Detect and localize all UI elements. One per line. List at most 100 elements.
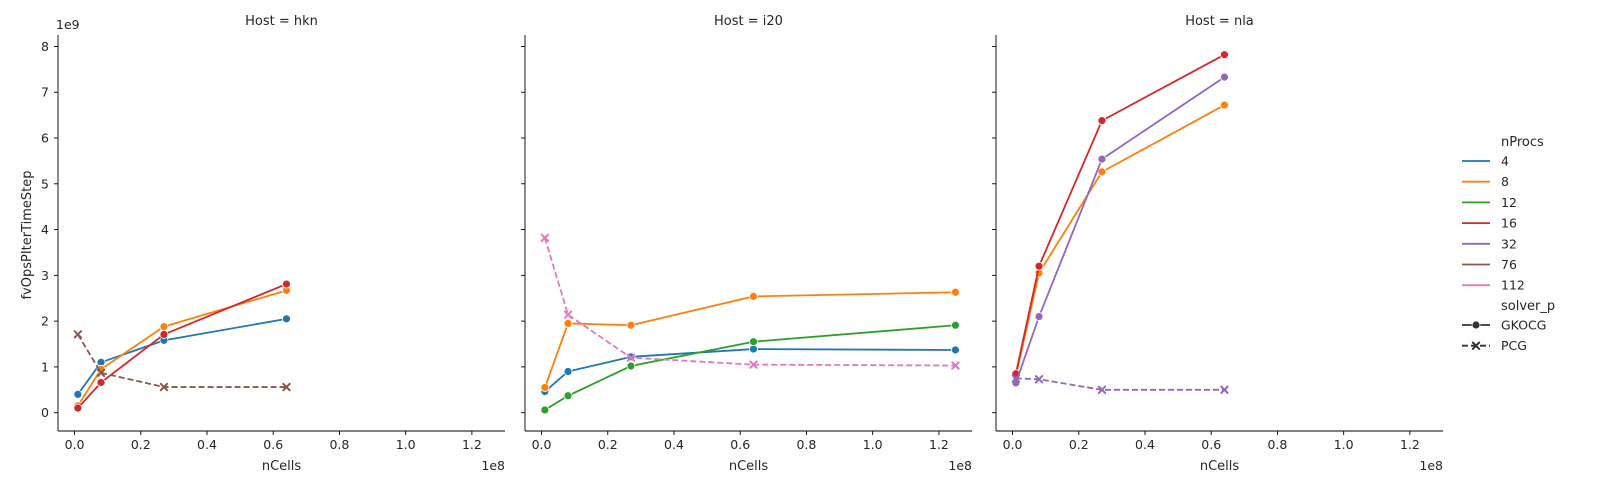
- series-line: [78, 319, 287, 395]
- x-tick-label: 0.8: [796, 437, 816, 452]
- legend: nProcs 4 8 12 16 32 76 112 solver_p GKOCG PCG: [1462, 135, 1555, 353]
- data-point: [749, 292, 757, 300]
- data-point: [160, 330, 168, 338]
- x-tick-label: 0.0: [65, 437, 85, 452]
- data-point: [627, 362, 635, 370]
- x-tick-label: 0.4: [664, 437, 684, 452]
- x-tick-label: 1.0: [863, 437, 883, 452]
- y-tick-label: 2: [41, 314, 49, 329]
- y-tick-label: 7: [41, 85, 49, 100]
- x-tick-label: 1.0: [1334, 437, 1354, 452]
- data-point: [1220, 51, 1228, 59]
- y-tick-label: 3: [41, 268, 49, 283]
- data-point: [564, 367, 572, 375]
- x-tick-label: 0.2: [598, 437, 618, 452]
- x-axis-label: nCells: [1200, 459, 1240, 474]
- panel-nla: Host = nla 0.0 0.2 0.4 0.6 0.8 1.0 1.2 nCells 1e8: [992, 14, 1443, 474]
- x-tick-label: 0.6: [1201, 437, 1221, 452]
- series-nprocs-4-gkocg: [541, 345, 960, 396]
- x-tick-label: 1.2: [462, 437, 482, 452]
- x-tick-label: 0.6: [730, 437, 750, 452]
- data-point: [541, 384, 549, 392]
- x-tick-label: 1.0: [396, 437, 416, 452]
- series-line: [545, 349, 956, 392]
- data-point: [564, 392, 572, 400]
- series-line: [78, 334, 287, 387]
- x-offset-label: 1e8: [948, 458, 972, 473]
- y-tick-label: 4: [41, 222, 49, 237]
- data-point: [564, 319, 572, 327]
- x-tick-label: 0.4: [197, 437, 217, 452]
- x-tick-label: 0.2: [1069, 437, 1089, 452]
- x-tick-label: 0.8: [1267, 437, 1287, 452]
- legend-label-4: 4: [1501, 154, 1509, 169]
- data-point: [1220, 73, 1228, 81]
- data-point: [749, 345, 757, 353]
- data-point: [160, 323, 168, 331]
- x-tick-label: 0.0: [1003, 437, 1023, 452]
- data-point: [627, 321, 635, 329]
- series-line: [1016, 378, 1225, 389]
- panel-hkn: Host = hkn 0 1 2 3 4 5 6 7 8 0.0 0.2 0.4 0.6 0.8 1.0 1.2…: [41, 14, 505, 474]
- panel-title: Host = i20: [714, 14, 783, 29]
- data-point: [1035, 262, 1043, 270]
- legend-label-gkocg: GKOCG: [1501, 318, 1546, 333]
- y-tick-label: 6: [41, 131, 49, 146]
- x-axis-label: nCells: [729, 459, 769, 474]
- x-offset-label: 1e8: [481, 458, 505, 473]
- series-nprocs-32-pcg: [1013, 375, 1228, 393]
- x-tick-label: 1.2: [929, 437, 949, 452]
- x-tick-label: 0.8: [329, 437, 349, 452]
- data-point: [951, 346, 959, 354]
- legend-label-76: 76: [1501, 257, 1517, 272]
- data-point: [74, 390, 82, 398]
- series-line: [1016, 105, 1225, 376]
- y-tick-label: 8: [41, 39, 49, 54]
- x-axis-label: nCells: [262, 459, 302, 474]
- data-point: [282, 315, 290, 323]
- legend-label-8: 8: [1501, 174, 1509, 189]
- series-line: [1016, 55, 1225, 374]
- legend-label-12: 12: [1501, 195, 1517, 210]
- panel-title: Host = hkn: [245, 14, 318, 29]
- data-point: [282, 280, 290, 288]
- legend-label-112: 112: [1501, 278, 1525, 293]
- series-line: [78, 290, 287, 405]
- data-point: [74, 404, 82, 412]
- x-tick-label: 0.4: [1135, 437, 1155, 452]
- data-point: [1098, 117, 1106, 125]
- legend-label-16: 16: [1501, 216, 1517, 231]
- y-axis-label: fvOpsPIterTimeStep: [20, 170, 35, 299]
- data-point: [1220, 101, 1228, 109]
- series-line: [78, 284, 287, 408]
- y-tick-label: 5: [41, 176, 49, 191]
- x-tick-label: 0.6: [263, 437, 283, 452]
- legend-title-nprocs: nProcs: [1501, 135, 1544, 150]
- y-tick-label: 0: [41, 405, 49, 420]
- data-point: [749, 338, 757, 346]
- data-point: [541, 406, 549, 414]
- x-tick-label: 0.0: [532, 437, 552, 452]
- data-point: [951, 321, 959, 329]
- data-point: [951, 288, 959, 296]
- panel-i20: Host = i20 0.0 0.2 0.4 0.6 0.8 1.0 1.2 nCells 1e8: [521, 14, 972, 474]
- x-tick-label: 1.2: [1400, 437, 1420, 452]
- series-nprocs-8-gkocg: [74, 286, 291, 409]
- legend-label-32: 32: [1501, 236, 1517, 251]
- legend-title-solver: solver_p: [1501, 299, 1555, 314]
- data-point: [1098, 155, 1106, 163]
- x-offset-label: 1e8: [1419, 458, 1443, 473]
- series-nprocs-8-gkocg: [1012, 101, 1229, 380]
- data-point: [97, 378, 105, 386]
- y-tick-label: 1: [41, 359, 49, 374]
- panel-title: Host = nla: [1185, 14, 1254, 29]
- series-nprocs-16-gkocg: [74, 280, 291, 412]
- legend-marker-gkocg: [1472, 321, 1480, 329]
- series-nprocs-16-gkocg: [1012, 51, 1229, 378]
- data-point: [1035, 313, 1043, 321]
- x-tick-label: 0.2: [131, 437, 151, 452]
- data-point: [565, 312, 571, 318]
- data-point: [1098, 168, 1106, 176]
- legend-label-pcg: PCG: [1501, 338, 1527, 353]
